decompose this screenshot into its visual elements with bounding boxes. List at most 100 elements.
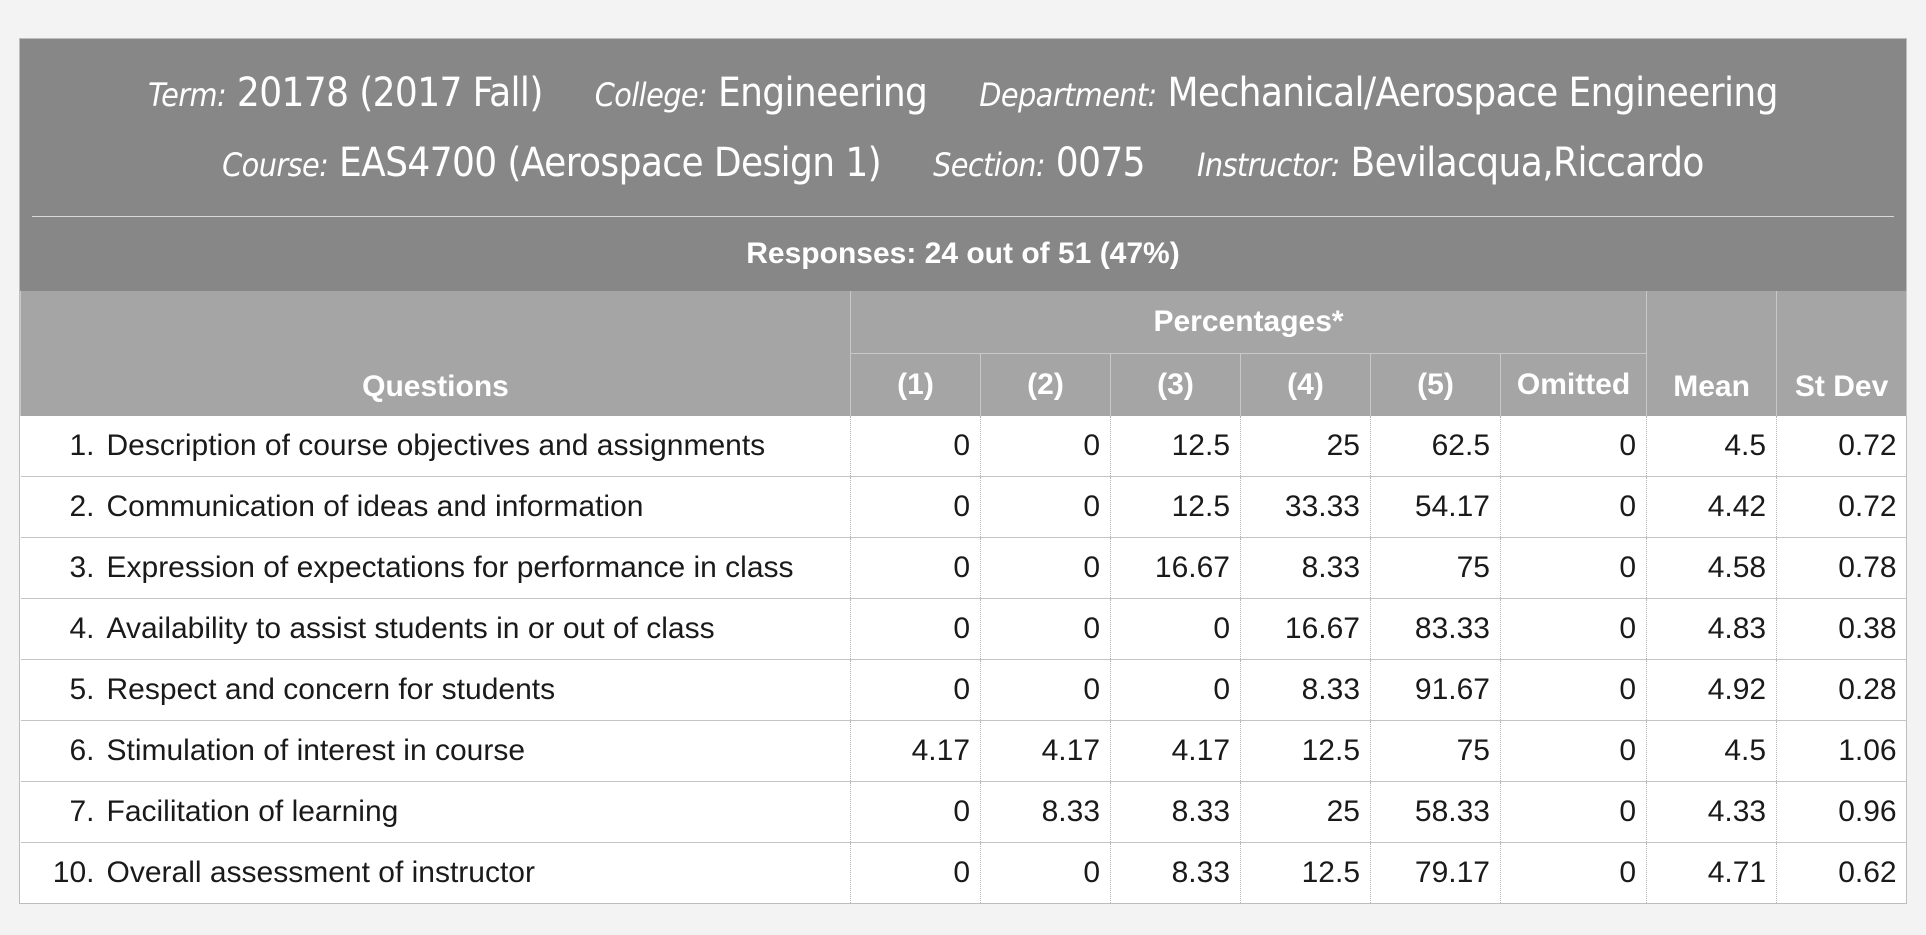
responses-summary: Responses: 24 out of 51 (47%) — [746, 237, 1180, 270]
percentage-cell: 8.33 — [1240, 537, 1371, 599]
percentage-cell: 79.17 — [1370, 842, 1501, 903]
table-row: 5. Respect and concern for students 0 0 0 8.3… — [20, 659, 1907, 721]
percentage-cell: 0 — [850, 476, 981, 538]
percentage-cell: 8.33 — [1110, 842, 1241, 903]
course-label: Course: — [222, 146, 329, 184]
question-text: Availability to assist students in or ou… — [106, 612, 715, 645]
mean-cell: 4.83 — [1646, 598, 1777, 660]
percentage-cell: 12.5 — [1110, 416, 1241, 477]
stdev-cell: 0.72 — [1776, 416, 1907, 477]
section-value: 0075 — [1055, 140, 1146, 186]
table-row: 4. Availability to assist students in or … — [20, 598, 1907, 660]
stdev-cell: 0.72 — [1776, 476, 1907, 538]
department-label: Department: — [979, 76, 1157, 114]
percentage-cell: 91.67 — [1370, 659, 1501, 721]
percentage-cell: 54.17 — [1370, 476, 1501, 538]
percentage-cell: 0 — [980, 598, 1111, 660]
department-field: Department: Mechanical/Aerospace Enginee… — [979, 70, 1778, 116]
mean-cell: 4.5 — [1646, 416, 1777, 477]
question-number: 6. — [69, 734, 95, 767]
question-text: Expression of expectations for performan… — [106, 551, 794, 584]
mean-cell: 4.5 — [1646, 720, 1777, 782]
stdev-cell: 0.78 — [1776, 537, 1907, 599]
course-field: Course: EAS4700 (Aerospace Design 1) — [222, 140, 882, 186]
percentage-cell: 0 — [1499, 781, 1647, 843]
percentage-cell: 75 — [1370, 537, 1501, 599]
percentage-cell: 33.33 — [1240, 476, 1371, 538]
column-header-4: (4) — [1240, 353, 1371, 416]
mean-cell: 4.92 — [1646, 659, 1777, 721]
stdev-cell: 0.28 — [1776, 659, 1907, 721]
question-cell: 5. Respect and concern for students — [20, 659, 851, 721]
percentage-cell: 25 — [1240, 781, 1371, 843]
question-cell: 4. Availability to assist students in or … — [20, 598, 851, 660]
instructor-label: Instructor: — [1196, 146, 1340, 184]
column-header-omitted: Omitted — [1499, 353, 1648, 416]
percentage-cell: 0 — [980, 416, 1111, 477]
mean-cell: 4.33 — [1646, 781, 1777, 843]
percentage-cell: 0 — [980, 659, 1111, 721]
percentage-cell: 0 — [1499, 598, 1647, 660]
table-row: 2. Communication of ideas and information… — [20, 476, 1907, 538]
column-header-5: (5) — [1370, 353, 1501, 416]
percentage-cell: 75 — [1370, 720, 1501, 782]
mean-cell: 4.71 — [1646, 842, 1777, 903]
percentage-cell: 62.5 — [1370, 416, 1501, 477]
percentage-cell: 0 — [850, 416, 981, 477]
percentage-cell: 0 — [850, 537, 981, 599]
percentage-cell: 12.5 — [1240, 842, 1371, 903]
term-field: Term: 20178 (2017 Fall) — [148, 70, 543, 116]
ratings-table: Questions Percentages* Mean St Dev (1) (… — [20, 291, 1908, 903]
percentage-cell: 0 — [850, 781, 981, 843]
percentage-cell: 58.33 — [1370, 781, 1501, 843]
report-header: Term: 20178 (2017 Fall) College: Engineer… — [20, 39, 1906, 291]
ratings-table-body: 1. Description of course objectives and a… — [20, 416, 1907, 903]
percentage-cell: 0 — [1499, 476, 1647, 538]
mean-cell: 4.42 — [1646, 476, 1777, 538]
question-text: Stimulation of interest in course — [106, 734, 526, 767]
stdev-cell: 0.38 — [1776, 598, 1907, 660]
percentage-cell: 0 — [850, 842, 981, 903]
question-number: 2. — [69, 490, 95, 523]
question-text: Facilitation of learning — [106, 795, 399, 828]
instructor-field: Instructor: Bevilacqua,Riccardo — [1197, 140, 1704, 186]
percentage-cell: 8.33 — [1110, 781, 1241, 843]
stdev-cell: 1.06 — [1776, 720, 1907, 782]
question-cell: 6. Stimulation of interest in course — [20, 720, 851, 782]
question-number: 7. — [69, 795, 95, 828]
percentage-cell: 4.17 — [1110, 720, 1241, 782]
percentage-cell: 12.5 — [1240, 720, 1371, 782]
question-text: Description of course objectives and ass… — [106, 429, 766, 462]
percentage-cell: 12.5 — [1110, 476, 1241, 538]
table-row: 3. Expression of expectations for perform… — [20, 537, 1907, 599]
question-text: Overall assessment of instructor — [106, 856, 535, 889]
question-cell: 1. Description of course objectives and a… — [21, 416, 851, 477]
section-label: Section: — [933, 146, 1045, 184]
percentage-cell: 0 — [850, 659, 981, 721]
percentage-cell: 0 — [850, 598, 981, 660]
percentage-cell: 25 — [1240, 416, 1371, 477]
table-row: 1. Description of course objectives and a… — [21, 416, 1907, 477]
percentage-cell: 4.17 — [850, 720, 981, 782]
stdev-cell: 0.62 — [1776, 842, 1907, 903]
question-number: 5. — [69, 673, 95, 706]
percentage-cell: 0 — [1110, 659, 1241, 721]
department-value: Mechanical/Aerospace Engineering — [1167, 70, 1778, 116]
percentage-cell: 0 — [980, 476, 1111, 538]
question-text: Respect and concern for students — [106, 673, 556, 706]
section-field: Section: 0075 — [933, 140, 1145, 186]
questions-header: Questions — [20, 291, 851, 416]
percentage-cell: 0 — [980, 537, 1111, 599]
table-row: 7. Facilitation of learning 0 8.33 8.33 25 58.… — [20, 781, 1907, 843]
percentage-cell: 16.67 — [1110, 537, 1241, 599]
question-text: Communication of ideas and information — [106, 490, 644, 523]
course-value: EAS4700 (Aerospace Design 1) — [339, 140, 882, 186]
header-divider — [32, 216, 1894, 217]
percentage-cell: 0 — [1499, 659, 1647, 721]
percentage-cell: 8.33 — [980, 781, 1111, 843]
percentage-cell: 83.33 — [1370, 598, 1501, 660]
instructor-value: Bevilacqua,Riccardo — [1350, 140, 1705, 186]
question-number: 10. — [52, 856, 95, 889]
percentage-cell: 16.67 — [1240, 598, 1371, 660]
table-row: 10. Overall assessment of instructor 0 0 8.3… — [20, 842, 1907, 903]
